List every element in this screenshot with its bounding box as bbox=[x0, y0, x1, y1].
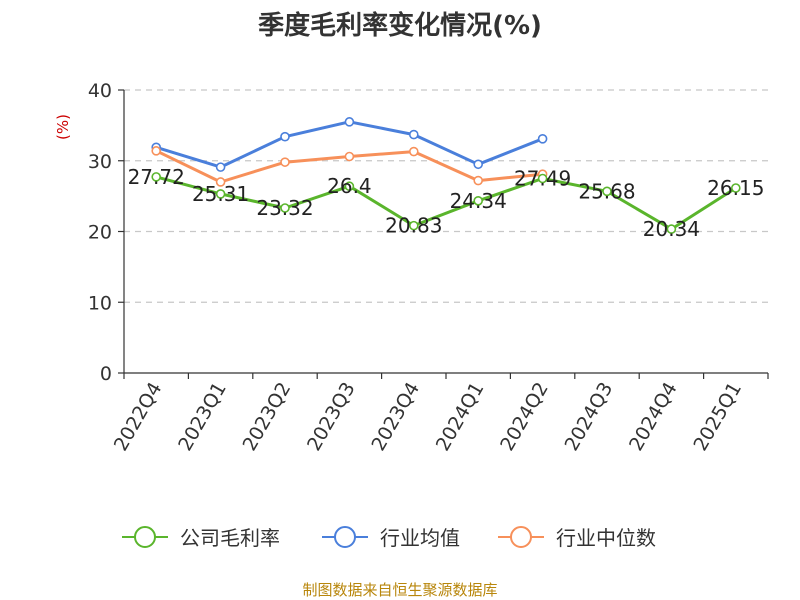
data-label: 24.34 bbox=[450, 189, 507, 213]
data-label: 26.4 bbox=[327, 174, 372, 198]
data-label: 20.34 bbox=[643, 217, 700, 241]
x-tick-label: 2025Q1 bbox=[689, 379, 746, 455]
series-point-1 bbox=[215, 162, 226, 172]
x-tick-label: 2022Q4 bbox=[110, 379, 167, 455]
data-labels: 27.72 25.31 23.32 26.4 20.83 24.34 27.49 25.68 2… bbox=[128, 165, 765, 241]
legend-marker bbox=[334, 526, 356, 548]
axes bbox=[118, 89, 769, 379]
y-tick-label: 0 bbox=[100, 363, 112, 385]
y-tick-label: 10 bbox=[88, 292, 112, 314]
legend-label: 行业均值 bbox=[380, 526, 460, 550]
source-note: 制图数据来自恒生聚源数据库 bbox=[302, 581, 497, 599]
series-point-2 bbox=[473, 175, 484, 186]
series-point-2 bbox=[408, 146, 419, 157]
y-tick-label: 30 bbox=[88, 151, 112, 173]
x-tick-label: 2023Q3 bbox=[303, 379, 360, 455]
data-label: 20.83 bbox=[385, 214, 442, 238]
series-point-0 bbox=[602, 186, 612, 197]
series-point-0 bbox=[151, 172, 161, 182]
x-tick-label: 2023Q2 bbox=[239, 379, 296, 455]
series-point-2 bbox=[344, 151, 355, 162]
data-label: 27.49 bbox=[514, 167, 571, 191]
series-point-1 bbox=[537, 134, 548, 144]
series-group bbox=[151, 117, 741, 234]
x-tick-label: 2023Q4 bbox=[367, 379, 424, 455]
series-point-0 bbox=[215, 189, 226, 199]
series-point-0 bbox=[280, 203, 290, 213]
x-tick-label: 2024Q1 bbox=[432, 379, 489, 455]
legend-marker bbox=[134, 526, 156, 548]
legend: 公司毛利率 行业均值 行业中位数 bbox=[122, 526, 656, 550]
series-point-0 bbox=[537, 173, 548, 184]
series-point-0 bbox=[408, 220, 419, 231]
y-tick-label: 20 bbox=[88, 222, 112, 244]
series-point-2 bbox=[151, 146, 161, 156]
series-point-1 bbox=[280, 131, 290, 142]
grid-lines bbox=[124, 89, 768, 303]
series-point-2 bbox=[280, 157, 290, 167]
x-tick-label: 2024Q3 bbox=[561, 379, 618, 455]
series-point-0 bbox=[473, 195, 484, 206]
chart-title: 季度毛利率变化情况(%) bbox=[258, 10, 542, 41]
series-line-0 bbox=[155, 175, 737, 231]
data-label: 27.72 bbox=[128, 165, 185, 189]
legend-label: 公司毛利率 bbox=[180, 526, 280, 550]
y-axis-unit: (%) bbox=[54, 114, 72, 140]
series-point-0 bbox=[730, 183, 741, 193]
x-tick-label: 2024Q2 bbox=[496, 379, 553, 455]
data-label: 25.31 bbox=[192, 182, 249, 206]
data-label: 25.68 bbox=[578, 179, 635, 203]
y-tick-labels: 0 10 20 30 40 bbox=[88, 80, 112, 385]
legend-label: 行业中位数 bbox=[556, 526, 656, 550]
legend-marker bbox=[510, 526, 532, 548]
series-point-1 bbox=[344, 117, 355, 127]
data-label: 23.32 bbox=[256, 196, 313, 220]
x-tick-label: 2023Q1 bbox=[174, 379, 231, 455]
series-point-0 bbox=[666, 224, 677, 234]
data-label: 26.15 bbox=[707, 176, 764, 200]
series-point-1 bbox=[473, 159, 484, 170]
x-tick-labels: 2022Q4 2023Q1 2023Q2 2023Q3 2023Q4 2024Q1 2024… bbox=[110, 379, 746, 455]
y-tick-label: 40 bbox=[88, 80, 112, 102]
series-point-1 bbox=[408, 129, 419, 140]
series-point-2 bbox=[215, 177, 226, 187]
x-tick-label: 2024Q4 bbox=[625, 379, 682, 455]
series-point-0 bbox=[344, 181, 355, 192]
